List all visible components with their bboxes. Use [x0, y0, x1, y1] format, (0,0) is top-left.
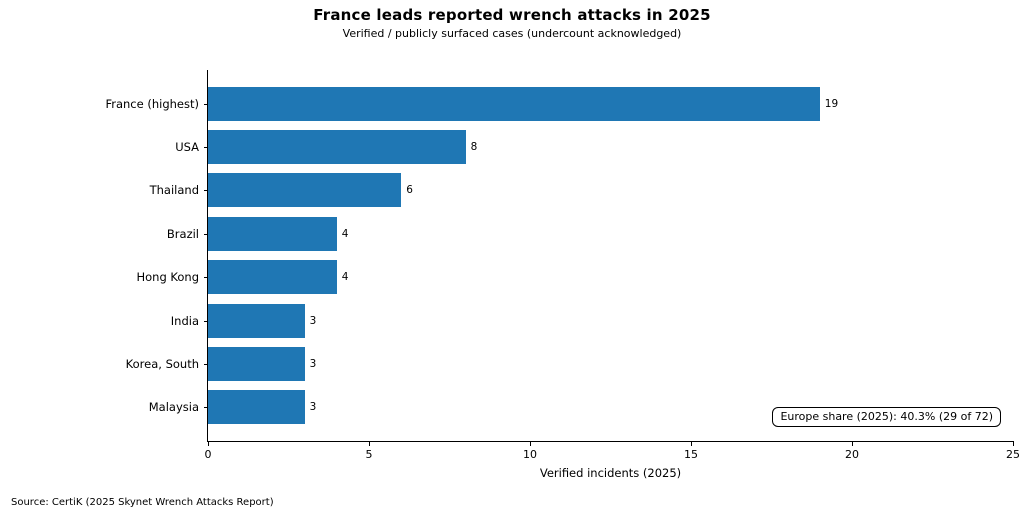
- bar-row: France (highest) 19: [105, 82, 1013, 125]
- category-label: India: [170, 313, 199, 328]
- bar-row: India 3: [171, 299, 1013, 342]
- bar: [208, 130, 466, 165]
- x-tick-mark: [1013, 441, 1014, 446]
- y-tick-mark: [204, 103, 208, 105]
- x-tick-mark: [530, 441, 531, 446]
- x-axis-label: Verified incidents (2025): [539, 466, 682, 480]
- x-tick-mark: [369, 441, 370, 446]
- y-tick-mark: [204, 407, 208, 409]
- value-label: 3: [309, 314, 317, 327]
- y-tick-mark: [204, 190, 208, 192]
- y-tick-mark: [204, 233, 208, 235]
- category-label: France (highest): [105, 96, 199, 111]
- category-label: Korea, South: [125, 356, 199, 371]
- category-label: Brazil: [166, 226, 199, 241]
- x-tick-label: 10: [523, 448, 537, 461]
- bar: [208, 86, 820, 121]
- x-tick-label: 20: [845, 448, 859, 461]
- bar: [208, 173, 402, 208]
- category-label: USA: [175, 140, 199, 155]
- chart-subtitle: Verified / publicly surfaced cases (unde…: [342, 27, 682, 40]
- y-tick-mark: [204, 277, 208, 279]
- bar: [208, 216, 337, 251]
- bar-row: Brazil 4: [167, 212, 1013, 255]
- x-tick-mark: [852, 441, 853, 446]
- category-label: Thailand: [149, 183, 199, 198]
- annotation-box: Europe share (2025): 40.3% (29 of 72): [772, 407, 1001, 427]
- x-tick-mark: [691, 441, 692, 446]
- x-tick-label: 5: [365, 448, 373, 461]
- bar-row: Korea, South 3: [126, 342, 1013, 385]
- chart-title: France leads reported wrench attacks in …: [313, 6, 711, 24]
- bar: [208, 346, 305, 381]
- value-label: 3: [309, 357, 317, 370]
- value-label: 8: [470, 141, 478, 154]
- source-note: Source: CertiK (2025 Skynet Wrench Attac…: [11, 497, 274, 508]
- x-tick-label: 0: [204, 448, 212, 461]
- bar-row: Hong Kong 4: [136, 256, 1013, 299]
- bars-container: France (highest) 19 USA 8 Thailand 6 Brazil 4 Ho…: [105, 70, 1013, 441]
- value-label: 4: [341, 271, 349, 284]
- bar: [208, 260, 337, 295]
- value-label: 3: [309, 401, 317, 414]
- y-tick-mark: [204, 147, 208, 149]
- bar-row: Thailand 6: [150, 169, 1013, 212]
- y-tick-mark: [204, 363, 208, 365]
- category-label: Malaysia: [148, 400, 199, 415]
- x-tick-label: 15: [684, 448, 698, 461]
- value-label: 6: [406, 184, 413, 197]
- x-tick-mark: [208, 441, 209, 446]
- bar: [208, 303, 305, 338]
- bar-row: Malaysia 3: [149, 386, 1013, 429]
- bar: [208, 390, 305, 425]
- x-tick-label: 25: [1006, 448, 1020, 461]
- plot-area: France (highest) 19 USA 8 Thailand 6 Brazil 4 Ho…: [105, 70, 1020, 480]
- bar-row: USA 8: [175, 125, 1013, 168]
- value-label: 4: [341, 227, 349, 240]
- category-label: Hong Kong: [136, 270, 199, 285]
- y-tick-mark: [204, 320, 208, 322]
- value-label: 19: [824, 97, 839, 110]
